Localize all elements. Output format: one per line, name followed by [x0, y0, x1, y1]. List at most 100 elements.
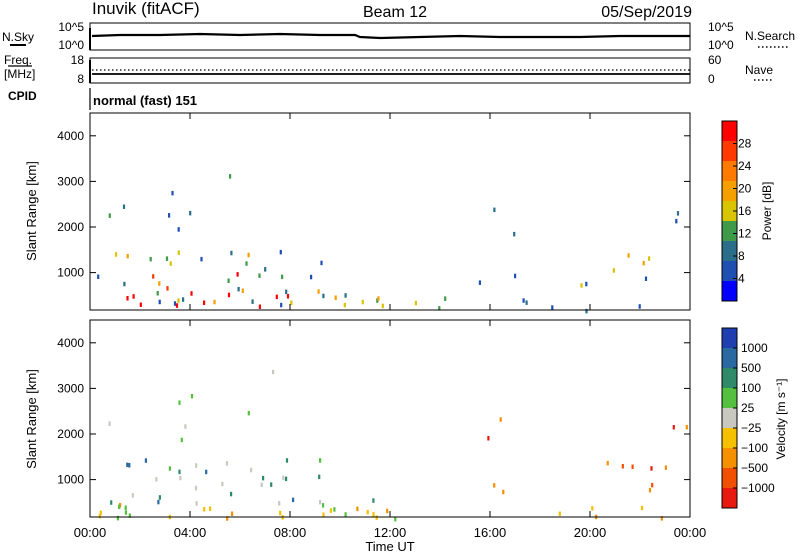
cpid-label: CPID [8, 89, 37, 103]
velocity-ylabel: Slant Range [km] [24, 369, 39, 469]
range-gate-cell [280, 302, 283, 308]
nave-tick-bottom: 0 [708, 72, 715, 86]
range-gate-cell [329, 508, 332, 513]
range-gate-cell [175, 303, 179, 308]
range-gate-cell [343, 302, 346, 308]
range-gate-cell [110, 500, 113, 505]
range-gate-cell [99, 510, 102, 516]
y-tick-label: 2000 [57, 220, 84, 234]
nsky-trace [91, 32, 690, 40]
range-gate-cell [171, 190, 174, 196]
range-gate-cell [195, 501, 198, 506]
range-gate-cell [344, 293, 347, 298]
range-gate-cell [279, 510, 282, 516]
colorbar-swatch [722, 141, 737, 162]
range-gate-cell [166, 286, 169, 291]
range-gate-cell [386, 508, 389, 514]
range-gate-cell [168, 213, 171, 218]
range-gate-cell [182, 297, 185, 302]
range-gate-cell [203, 507, 206, 512]
x-tick-label: 12:00 [374, 525, 407, 540]
range-gate-cell [278, 501, 281, 506]
nsky-tick-top: 10^5 [58, 20, 84, 34]
range-gate-cell [487, 436, 490, 441]
nsearch-tick-bottom: 10^0 [708, 38, 734, 52]
y-tick-label: 3000 [57, 174, 84, 188]
range-gate-cell [131, 493, 134, 498]
range-gate-cell [158, 495, 161, 500]
range-gate-cell [157, 499, 160, 505]
power-data [97, 174, 680, 314]
range-gate-cell [322, 503, 325, 508]
range-gate-cell [203, 300, 206, 305]
range-gate-cell [558, 511, 561, 517]
power-colorbar: 28 24 20 16 12 8 4 [721, 120, 752, 302]
range-gate-cell [190, 291, 193, 296]
colorbar-tick-label: 8 [738, 249, 745, 263]
range-gate-cell [493, 483, 496, 488]
range-gate-cell [664, 465, 667, 470]
range-gate-cell [264, 267, 267, 272]
cpid-strip: CPID normal (fast) 151 [8, 88, 197, 110]
velocity-colorbar: 1000 500 100 25 −25 −100 −500 −1000 [721, 327, 775, 509]
nsky-label: N.Sky [2, 30, 34, 44]
range-gate-cell [128, 513, 131, 518]
range-gate-cell [502, 489, 505, 495]
range-gate-cell [585, 308, 588, 314]
range-gate-cell [644, 276, 648, 281]
colorbar-swatch [722, 468, 737, 489]
range-gate-cell [98, 513, 101, 519]
range-gate-cell [155, 477, 158, 482]
range-gate-cell [180, 437, 183, 443]
range-gate-cell [651, 482, 654, 488]
power-ylabel: Slant Range [km] [24, 161, 39, 261]
colorbar-tick-label: −1000 [741, 481, 775, 495]
colorbar-swatch [722, 261, 737, 282]
range-gate-cell [200, 256, 203, 262]
colorbar-tick-label: 12 [738, 227, 752, 241]
range-gate-cell [126, 253, 129, 259]
range-gate-cell [237, 286, 240, 292]
range-gate-cell [292, 497, 295, 503]
range-gate-cell [221, 481, 224, 487]
range-gate-cell [205, 469, 208, 475]
range-gate-cell [179, 475, 182, 481]
range-gate-cell [318, 474, 321, 480]
colorbar-swatch [722, 368, 737, 389]
range-gate-cell [236, 272, 239, 277]
range-gate-cell [478, 280, 481, 285]
range-gate-cell [366, 509, 369, 515]
range-gate-cell [118, 504, 121, 510]
range-gate-cell [281, 274, 284, 280]
range-gate-cell [525, 300, 528, 305]
colorbar-swatch [722, 181, 737, 202]
velocity-data [98, 369, 688, 522]
range-gate-cell [660, 516, 663, 521]
range-gate-cell [230, 250, 233, 256]
range-gate-cell [372, 498, 375, 503]
range-gate-cell [285, 289, 288, 295]
range-gate-cell [194, 485, 198, 491]
range-gate-cell [591, 506, 594, 511]
range-gate-cell [209, 506, 212, 511]
range-gate-cell [648, 256, 651, 261]
range-gate-cell [394, 516, 397, 522]
range-gate-cell [260, 482, 263, 488]
freq-label-2: [MHz] [4, 67, 35, 81]
range-gate-cell [227, 278, 230, 283]
range-gate-cell [258, 304, 261, 309]
range-gate-cell [251, 299, 254, 304]
range-gate-cell [126, 462, 129, 468]
range-gate-cell [128, 463, 131, 468]
x-tick-label: 04:00 [174, 525, 207, 540]
range-gate-cell [116, 515, 119, 521]
range-gate-cell [152, 274, 155, 279]
colorbar-swatch [722, 201, 737, 222]
range-gate-cell [640, 505, 644, 511]
range-gate-cell [285, 476, 288, 482]
range-gate-cell [377, 296, 380, 301]
y-tick-label: 2000 [57, 427, 84, 441]
x-axis-label: Time UT [365, 539, 414, 554]
range-gate-cell [124, 510, 127, 515]
beam-title: Beam 12 [363, 4, 427, 21]
